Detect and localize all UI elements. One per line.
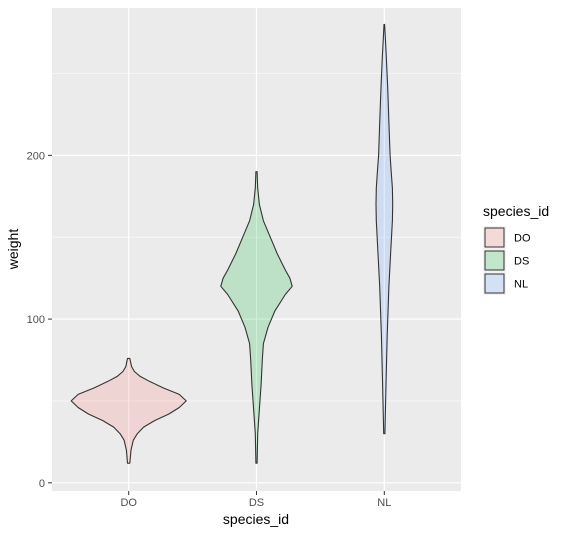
y-tick-label: 0 bbox=[39, 478, 45, 490]
axes: 0 100 200 DO DS NL bbox=[27, 150, 392, 509]
x-axis-title: species_id bbox=[223, 511, 289, 527]
legend-swatch-nl bbox=[484, 273, 505, 294]
legend-key-bg bbox=[483, 272, 506, 295]
legend-key-bg bbox=[483, 226, 506, 249]
x-tick-label: DS bbox=[249, 497, 264, 509]
violin-do bbox=[70, 357, 187, 464]
legend-title: species_id bbox=[483, 203, 549, 219]
legend-label-do: DO bbox=[514, 233, 531, 245]
legend-key-bg bbox=[483, 249, 506, 272]
x-tick-label: DO bbox=[120, 497, 137, 509]
violin-nl bbox=[375, 23, 394, 435]
y-tick-label: 100 bbox=[27, 314, 45, 326]
legend-label-ds: DS bbox=[514, 256, 529, 268]
x-tick-label: NL bbox=[377, 497, 391, 509]
violins bbox=[70, 23, 394, 464]
legend: DO DS NL bbox=[483, 226, 531, 295]
legend-swatch-do bbox=[484, 227, 505, 248]
y-axis-title: weight bbox=[5, 229, 21, 271]
legend-label-nl: NL bbox=[514, 279, 528, 291]
grid-lines bbox=[52, 8, 461, 491]
y-tick-label: 200 bbox=[27, 150, 45, 162]
violin-ds bbox=[220, 171, 293, 464]
legend-swatch-ds bbox=[484, 250, 505, 271]
